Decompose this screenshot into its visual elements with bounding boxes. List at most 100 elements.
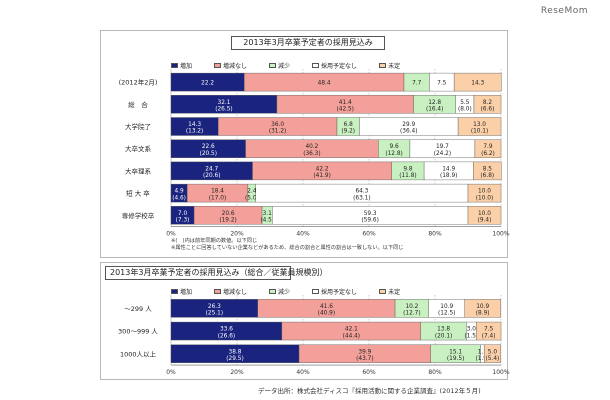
- data-label-prev: (8.9): [476, 311, 490, 317]
- legend-swatch: [269, 289, 277, 294]
- legend-item: 増加: [171, 287, 192, 296]
- data-label: 10.0: [478, 189, 491, 195]
- data-label: 10.0: [478, 211, 491, 217]
- data-label: 14.9: [442, 166, 455, 172]
- x-tick-label: 40%: [296, 230, 310, 237]
- data-label-prev: (12.7): [403, 311, 420, 317]
- data-label: 6.8: [344, 122, 354, 128]
- data-label-prev: (16.4): [426, 107, 443, 113]
- data-label-prev: (13.2): [186, 129, 203, 135]
- legend-item: 採用予定なし: [312, 61, 357, 70]
- x-tick-label: 100%: [492, 369, 509, 376]
- stacked-bar-chart: 0% 20% 40% 60% 80% 100% (2012年2月) 22.2 48.4 7.7 7.…: [119, 69, 510, 237]
- data-label-prev: (17.0): [209, 195, 226, 201]
- legend-swatch: [214, 289, 222, 294]
- category-label: 1000人以上: [120, 349, 157, 358]
- data-label-prev: (1.9): [475, 356, 489, 362]
- brand-logo: ReseMom: [540, 6, 588, 16]
- legend-item: 未定: [379, 61, 400, 70]
- data-label-prev: (4.5): [260, 218, 274, 224]
- category-label: 総 合: [128, 100, 148, 109]
- category-label: 300～999 人: [118, 328, 158, 336]
- legend-swatch: [379, 289, 387, 294]
- data-label: 1.1: [478, 349, 488, 355]
- data-label-prev: (19.2): [219, 218, 236, 224]
- data-label: 7.5: [484, 327, 494, 333]
- data-label: 38.8: [229, 349, 242, 355]
- x-tick-label: 60%: [362, 230, 376, 237]
- data-label-prev: (20.5): [200, 151, 217, 157]
- legend-swatch: [214, 63, 222, 68]
- stacked-bar-chart: 0% 20% 40% 60% 80% 100%～299 人 26.3(25.1)41.6(4…: [118, 295, 510, 376]
- legend-item: 減少: [269, 61, 290, 70]
- data-label-prev: (19.5): [447, 356, 464, 362]
- data-label: 22.2: [201, 80, 214, 86]
- data-label-prev: (20.1): [435, 333, 452, 339]
- chart-panel-top: 2013年3月卒業予定者の採用見込み 増加 増減なし 減少 採用予定なし 未定 …: [100, 30, 510, 258]
- data-label-prev: (4.6): [172, 195, 186, 201]
- data-label: 39.9: [358, 349, 371, 355]
- category-label: 大卒文系: [125, 144, 152, 153]
- data-label-prev: (25.1): [206, 311, 223, 317]
- data-label-prev: (63.1): [353, 195, 370, 201]
- data-label: 40.2: [305, 144, 318, 150]
- bar-segment: [453, 72, 502, 92]
- legend-label: 増減なし: [223, 289, 248, 296]
- data-label-prev: (9.2): [341, 129, 355, 135]
- legend-item: 採用予定なし: [312, 287, 357, 296]
- data-label: 8.5: [483, 166, 493, 172]
- bar-segment: [474, 139, 502, 158]
- legend-swatch: [312, 63, 320, 68]
- data-label-prev: (1.5): [464, 333, 478, 339]
- data-label: 24.7: [205, 166, 218, 172]
- data-label: 15.1: [449, 349, 462, 355]
- data-label: 13.0: [473, 122, 486, 128]
- footnote: ※属性ことに回答していない企業などがあるため、総合の割合と属性の割合は一致しない…: [171, 245, 404, 251]
- data-label-prev: (7.3): [176, 218, 190, 224]
- legend-label: 増減なし: [223, 63, 248, 70]
- data-label: 10.2: [405, 304, 418, 310]
- legend-label: 採用予定なし: [321, 63, 358, 70]
- data-label-prev: (26.6): [218, 333, 235, 339]
- x-tick-label: 40%: [296, 369, 310, 376]
- data-label: 41.4: [339, 100, 352, 106]
- data-label: 7.7: [412, 80, 422, 86]
- category-label: 短 大 卒: [126, 189, 150, 198]
- data-label-prev: (6.6): [481, 107, 495, 113]
- data-label: 9.8: [403, 166, 413, 172]
- category-label: 大卒理系: [125, 166, 152, 175]
- data-label: 48.4: [318, 80, 331, 86]
- data-label-prev: (44.4): [343, 333, 360, 339]
- legend-swatch: [379, 63, 387, 68]
- data-label: 19.7: [436, 144, 449, 150]
- legend-item: 増減なし: [214, 61, 247, 70]
- data-label-prev: (43.7): [356, 356, 373, 362]
- bar-segment: [483, 344, 501, 363]
- category-label: ～299 人: [124, 305, 152, 313]
- legend-label: 減少: [278, 289, 291, 296]
- data-label: 9.6: [389, 144, 399, 150]
- data-label: 64.3: [355, 189, 368, 195]
- data-label: 32.1: [218, 100, 231, 106]
- legend-label: 未定: [388, 63, 401, 70]
- data-label: 29.9: [402, 122, 415, 128]
- data-label: 59.3: [364, 211, 377, 217]
- data-label: 4.9: [174, 189, 184, 195]
- source-note: データ出所：株式会社ディスコ『採用活動に関する企業調査』(2012年５月): [258, 387, 481, 395]
- data-label: 7.0: [178, 211, 188, 217]
- data-label: 18.4: [211, 189, 224, 195]
- data-label: 13.8: [437, 327, 450, 333]
- data-label: 36.0: [271, 122, 284, 128]
- data-label-prev: (12.5): [438, 311, 455, 317]
- data-label: 5.5: [460, 100, 470, 106]
- bar-segment: [467, 206, 502, 225]
- data-label-prev: (29.5): [226, 356, 243, 362]
- chart-panel-bottom: 2013年3月卒業予定者の採用見込み（総合／従業員規模別） 増加 増減なし 減少…: [100, 262, 510, 380]
- legend-swatch: [171, 289, 178, 294]
- legend-swatch: [269, 63, 277, 68]
- bar-segment: [476, 321, 502, 341]
- data-label-prev: (5.4): [486, 356, 500, 362]
- category-label: (2012年2月): [119, 78, 158, 87]
- data-label-prev: (5.0): [245, 195, 259, 201]
- legend: 増加 増減なし 減少 採用予定なし 未定: [171, 287, 422, 296]
